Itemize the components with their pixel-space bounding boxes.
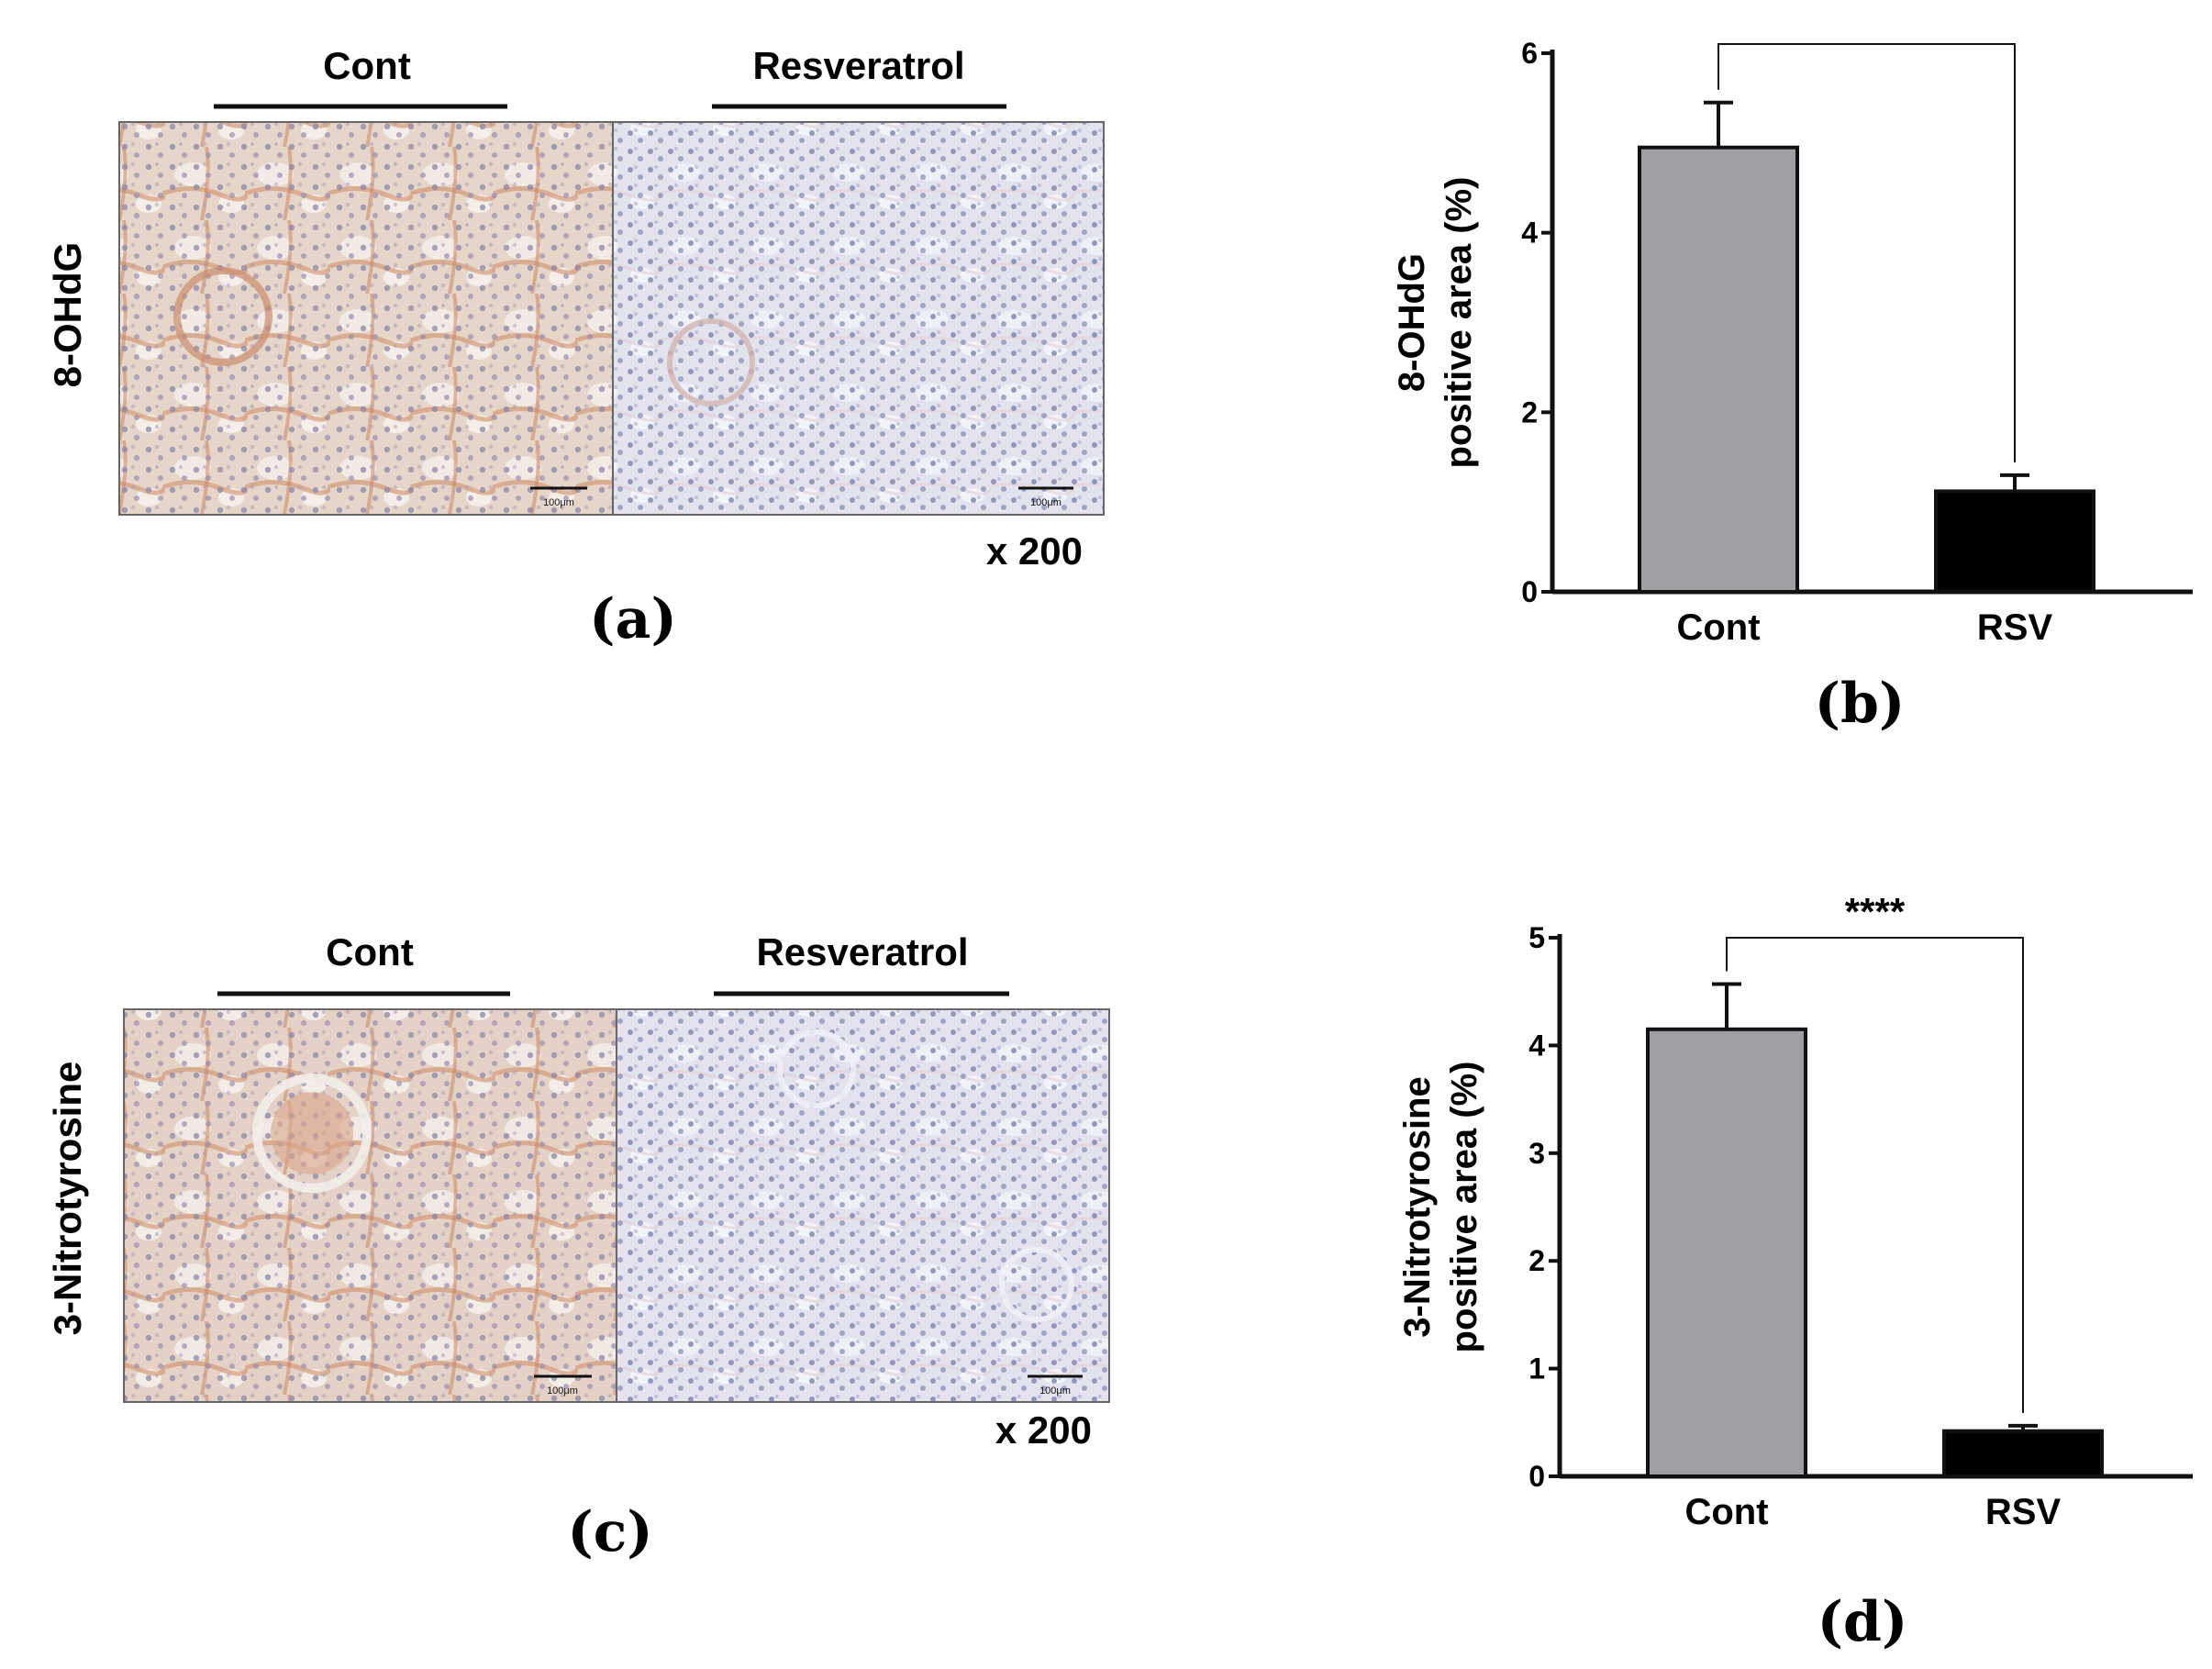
panel-a-scalebar-left: 100μm <box>543 497 574 508</box>
panel-a-letter: (a) <box>589 587 677 651</box>
chart-b: 0 2 4 6 8-OHdG positive area (%) Cont RSV <box>1392 37 2193 648</box>
chart-b-ytick-label: 6 <box>1521 37 1538 70</box>
panel-a-scalebar-right: 100μm <box>1030 497 1062 508</box>
chart-b-bar-rsv <box>1934 489 2095 595</box>
chart-b-ytick-label: 2 <box>1521 395 1538 428</box>
chart-d-ylabel-line1: 3-Nitrotyrosine <box>1397 1076 1438 1338</box>
panel-a-resveratrol-micrograph: 100μm <box>612 121 1105 516</box>
panel-c: Cont Resveratrol 3-Nitrotyrosine 100μm 1… <box>46 930 1110 1564</box>
panel-c-cont-micrograph: 100μm <box>123 1008 617 1403</box>
chart-b-ytick-label: 4 <box>1521 217 1538 250</box>
panel-b-letter: (b) <box>1815 672 1906 736</box>
panel-a-resveratrol-title: Resveratrol <box>752 44 964 87</box>
chart-d-significance-label: **** <box>1845 890 1906 933</box>
panel-c-row-label: 3-Nitrotyrosine <box>46 1062 89 1336</box>
chart-d-ytick-label: 0 <box>1528 1460 1545 1493</box>
chart-d-ytick-label: 2 <box>1528 1244 1545 1277</box>
panel-c-resveratrol-micrograph: 100μm <box>616 1008 1110 1403</box>
chart-b-ylabel-line2: positive area (%) <box>1439 177 1479 469</box>
chart-d-ylabel-line2: positive area (%) <box>1444 1062 1484 1353</box>
chart-d-bar-rsv <box>1942 1429 2104 1479</box>
chart-d-xtick-label-cont: Cont <box>1684 1492 1768 1532</box>
panel-a: Cont Resveratrol 8-OHdG 100μm 100μm x 20… <box>46 44 1105 651</box>
chart-d: 0 1 2 3 4 5 3-Nitrotyrosine positive area (%) Co… <box>1397 890 2193 1532</box>
panel-d-letter: (d) <box>1817 1590 1908 1654</box>
panel-c-cont-title: Cont <box>326 930 414 974</box>
chart-d-ytick-label: 1 <box>1528 1352 1545 1385</box>
panel-a-magnification: x 200 <box>986 529 1083 573</box>
chart-d-ytick-label: 5 <box>1528 921 1545 954</box>
chart-d-ytick-label: 4 <box>1528 1029 1545 1062</box>
chart-d-significance-bracket <box>1726 937 2024 1413</box>
chart-b-ylabel-line1: 8-OHdG <box>1392 253 1432 392</box>
chart-d-xtick-label-rsv: RSV <box>1985 1492 2062 1532</box>
chart-b-xtick-label-cont: Cont <box>1676 607 1760 648</box>
chart-b-significance-bracket <box>1717 43 2016 462</box>
panel-c-letter: (c) <box>567 1500 652 1564</box>
chart-b-bar-cont <box>1638 145 1799 594</box>
chart-b-ytick-label: 0 <box>1521 575 1538 608</box>
chart-b-xtick-label-rsv: RSV <box>1977 607 2053 648</box>
chart-d-ytick-label: 3 <box>1528 1137 1545 1170</box>
panel-c-scalebar-right: 100μm <box>1039 1385 1071 1396</box>
panel-a-cont-title: Cont <box>323 44 411 87</box>
panel-a-row-label: 8-OHdG <box>46 242 89 388</box>
chart-d-bar-cont <box>1646 1027 1807 1479</box>
panel-a-cont-micrograph: 100μm <box>118 121 614 516</box>
panel-c-resveratrol-title: Resveratrol <box>756 930 968 974</box>
panel-c-magnification: x 200 <box>995 1408 1092 1452</box>
panel-c-scalebar-left: 100μm <box>547 1385 578 1396</box>
